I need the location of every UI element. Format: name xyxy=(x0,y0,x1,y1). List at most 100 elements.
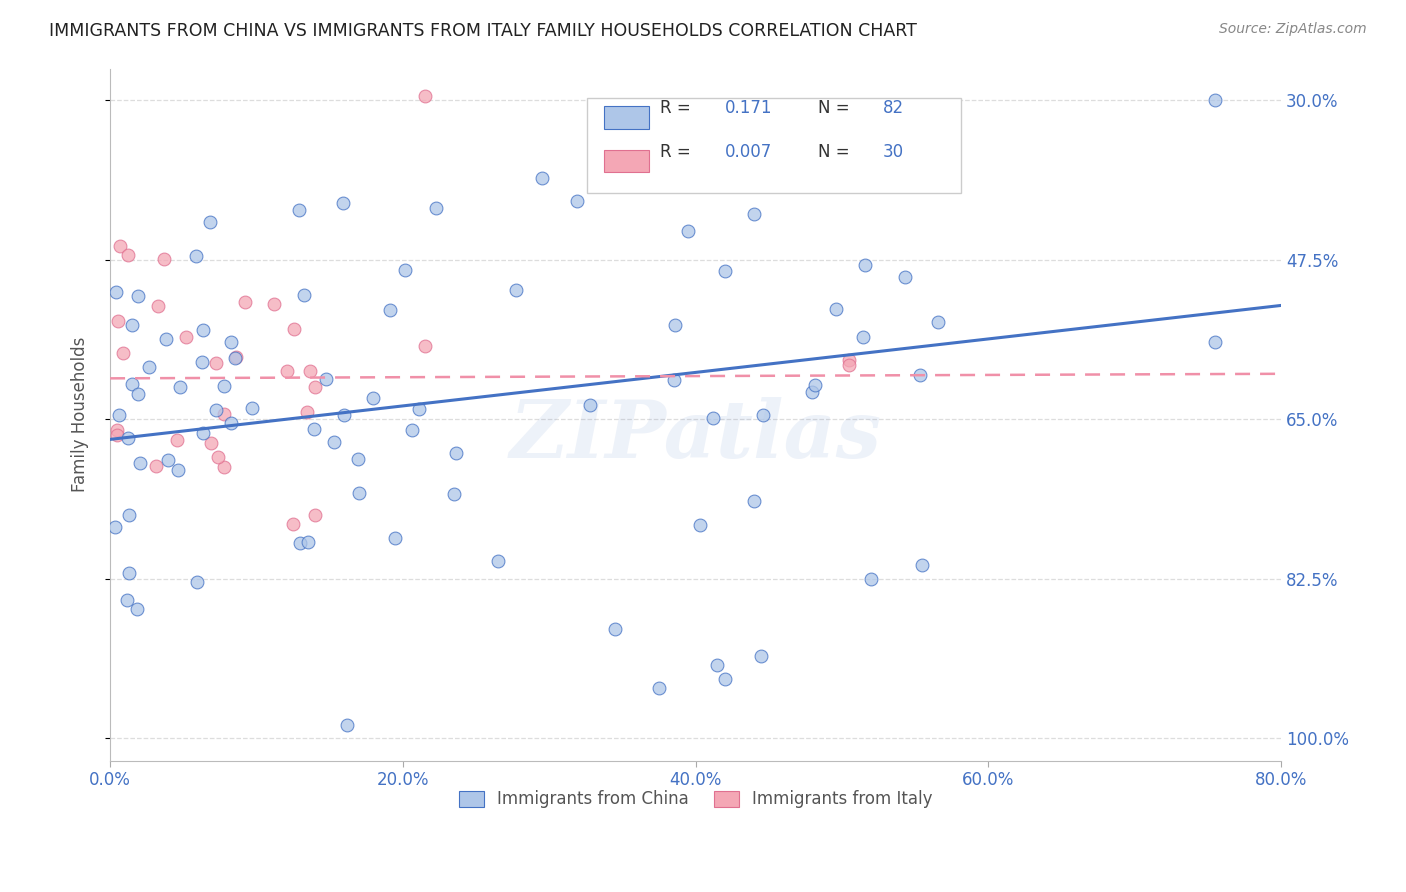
Point xyxy=(118,566,141,580)
Point xyxy=(263,297,285,311)
Point xyxy=(443,487,465,501)
Point xyxy=(298,364,321,378)
Point xyxy=(347,451,370,466)
Point xyxy=(304,422,326,436)
Point xyxy=(276,364,298,378)
Point xyxy=(413,88,436,103)
Point xyxy=(148,299,170,313)
Point xyxy=(295,405,318,419)
Point xyxy=(200,215,222,229)
Point xyxy=(706,658,728,673)
Point xyxy=(315,372,337,386)
Point xyxy=(191,323,214,337)
Point xyxy=(304,379,326,393)
Point xyxy=(751,649,773,664)
Point xyxy=(648,681,671,695)
Point xyxy=(838,358,860,372)
Point xyxy=(565,194,588,208)
Point xyxy=(117,431,139,445)
Point xyxy=(336,717,359,731)
Point xyxy=(413,339,436,353)
Point xyxy=(838,352,860,367)
Point xyxy=(664,318,686,332)
Point xyxy=(332,196,354,211)
Text: ZIPatlas: ZIPatlas xyxy=(509,397,882,475)
FancyBboxPatch shape xyxy=(605,106,648,128)
Point xyxy=(853,259,876,273)
Point xyxy=(384,531,406,545)
Point xyxy=(804,378,827,392)
Point xyxy=(191,354,214,368)
Point xyxy=(800,385,823,400)
Point xyxy=(893,269,915,284)
Point xyxy=(121,318,143,332)
Point xyxy=(129,456,152,470)
Point xyxy=(156,453,179,467)
Point xyxy=(224,351,246,365)
Point xyxy=(112,346,135,360)
Point xyxy=(155,332,177,346)
Point xyxy=(205,356,228,370)
Point xyxy=(401,424,423,438)
Point xyxy=(908,368,931,382)
Point xyxy=(1204,94,1226,108)
Text: 0.007: 0.007 xyxy=(724,143,772,161)
Text: 82: 82 xyxy=(883,99,904,117)
Point xyxy=(486,554,509,568)
Legend: Immigrants from China, Immigrants from Italy: Immigrants from China, Immigrants from I… xyxy=(451,784,939,815)
Point xyxy=(713,264,735,278)
Point xyxy=(288,202,311,217)
Point xyxy=(233,294,256,309)
Point xyxy=(219,416,242,430)
Point xyxy=(394,262,416,277)
Point xyxy=(127,387,149,401)
Point xyxy=(752,409,775,423)
Text: IMMIGRANTS FROM CHINA VS IMMIGRANTS FROM ITALY FAMILY HOUSEHOLDS CORRELATION CHA: IMMIGRANTS FROM CHINA VS IMMIGRANTS FROM… xyxy=(49,22,917,40)
Point xyxy=(169,380,191,394)
Point xyxy=(105,428,128,442)
Point xyxy=(207,450,229,465)
Point xyxy=(713,672,735,686)
Point xyxy=(115,593,138,607)
Y-axis label: Family Households: Family Households xyxy=(72,337,89,492)
Point xyxy=(425,201,447,215)
Point xyxy=(118,508,141,522)
Point xyxy=(219,335,242,350)
Text: 0.171: 0.171 xyxy=(724,99,772,117)
Point xyxy=(361,391,384,405)
Point xyxy=(225,350,247,364)
Text: N =: N = xyxy=(818,99,851,117)
Point xyxy=(200,436,222,450)
Text: Source: ZipAtlas.com: Source: ZipAtlas.com xyxy=(1219,22,1367,37)
Point xyxy=(290,535,312,549)
Point xyxy=(105,285,128,300)
Point xyxy=(108,408,131,422)
Point xyxy=(689,517,711,532)
Point xyxy=(193,426,215,441)
Point xyxy=(212,459,235,474)
Point xyxy=(911,558,934,573)
Point xyxy=(662,373,685,387)
Point xyxy=(678,223,700,237)
Text: R =: R = xyxy=(661,143,692,161)
FancyBboxPatch shape xyxy=(605,150,648,172)
Point xyxy=(304,508,326,522)
Point xyxy=(283,322,305,336)
Point xyxy=(702,411,724,425)
Point xyxy=(104,519,127,533)
Point xyxy=(292,288,315,302)
Point xyxy=(167,463,190,477)
Point xyxy=(127,602,149,616)
Point xyxy=(174,330,197,344)
Point xyxy=(852,329,875,343)
FancyBboxPatch shape xyxy=(586,97,962,194)
Point xyxy=(505,283,527,297)
Point xyxy=(145,458,167,473)
Point xyxy=(121,377,143,392)
Point xyxy=(322,434,344,449)
Point xyxy=(153,252,176,266)
Point xyxy=(184,249,207,263)
Point xyxy=(117,248,139,262)
Point xyxy=(530,170,553,185)
Point xyxy=(349,486,371,500)
